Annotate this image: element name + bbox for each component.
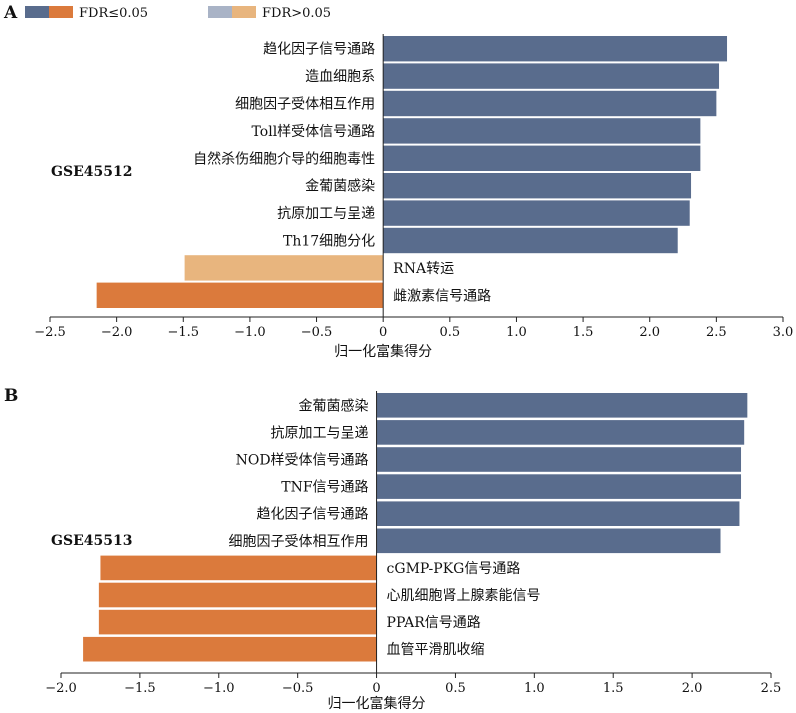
bar-label: Th17细胞分化 bbox=[283, 234, 375, 250]
bar bbox=[383, 200, 690, 226]
bar-label: 雌激素信号通路 bbox=[393, 287, 491, 304]
bar bbox=[383, 145, 701, 171]
bar bbox=[83, 636, 377, 662]
bar-label: 抗原加工与呈递 bbox=[277, 206, 375, 222]
x-tick-label: 2.5 bbox=[761, 681, 782, 696]
bar-label: cGMP-PKG信号通路 bbox=[387, 561, 521, 577]
bar-label: 自然杀伤细胞介导的细胞毒性 bbox=[193, 150, 375, 167]
x-tick-label: 1.0 bbox=[524, 681, 545, 696]
bar-label: Toll样受体信号通路 bbox=[252, 124, 376, 140]
x-tick-label: 0.5 bbox=[439, 325, 460, 340]
bar-label: 抗原加工与呈递 bbox=[271, 425, 369, 441]
x-tick-label: −0.5 bbox=[282, 681, 314, 696]
legend-swatch bbox=[208, 6, 232, 18]
bar-label: PPAR信号通路 bbox=[387, 615, 481, 631]
x-axis-title: 归一化富集得分 bbox=[328, 695, 426, 712]
bar bbox=[383, 118, 701, 144]
x-tick-label: −1.0 bbox=[234, 325, 266, 340]
bar-label: 细胞因子受体相互作用 bbox=[235, 97, 375, 113]
bar bbox=[383, 227, 678, 254]
x-tick-label: 2.0 bbox=[682, 681, 703, 696]
bar bbox=[376, 393, 748, 418]
panel-letter: A bbox=[3, 3, 18, 23]
legend-swatch bbox=[232, 6, 256, 18]
legend-label: FDR>0.05 bbox=[262, 6, 331, 21]
x-tick-label: −2.0 bbox=[45, 681, 77, 696]
bar bbox=[383, 173, 692, 199]
x-tick-label: 0.5 bbox=[445, 681, 466, 696]
bar bbox=[96, 282, 384, 308]
x-tick-label: 1.5 bbox=[573, 325, 594, 340]
bar-label: NOD样受体信号通路 bbox=[236, 453, 369, 469]
x-tick-label: 0 bbox=[372, 681, 380, 696]
bar bbox=[383, 63, 720, 89]
bar bbox=[376, 447, 742, 472]
x-tick-label: 0 bbox=[379, 325, 387, 340]
bar bbox=[376, 528, 721, 554]
dataset-label: GSE45512 bbox=[51, 164, 132, 180]
x-tick-label: −2.5 bbox=[34, 325, 66, 340]
bar bbox=[383, 36, 728, 62]
bar bbox=[98, 582, 377, 608]
panel-letter: B bbox=[4, 386, 18, 406]
bar-label: 血管平滑肌收缩 bbox=[387, 641, 485, 658]
legend-swatch bbox=[25, 6, 49, 18]
x-tick-label: −1.5 bbox=[124, 681, 156, 696]
bar bbox=[376, 474, 742, 499]
legend-swatch bbox=[49, 6, 73, 18]
x-tick-label: −0.5 bbox=[301, 325, 333, 340]
x-axis-title: 归一化富集得分 bbox=[334, 343, 432, 360]
bar-label: 金葡菌感染 bbox=[299, 397, 369, 414]
x-tick-label: −1.0 bbox=[203, 681, 235, 696]
bar-label: 金葡菌感染 bbox=[305, 178, 375, 195]
x-tick-label: 1.0 bbox=[506, 325, 527, 340]
bar bbox=[98, 609, 377, 635]
x-tick-label: −1.5 bbox=[167, 325, 199, 340]
bar bbox=[376, 420, 745, 445]
dataset-label: GSE45513 bbox=[51, 533, 132, 549]
x-tick-label: 2.5 bbox=[706, 325, 727, 340]
x-tick-label: 2.0 bbox=[639, 325, 660, 340]
x-tick-label: 3.0 bbox=[773, 325, 794, 340]
x-tick-label: −2.0 bbox=[101, 325, 133, 340]
bar-label: RNA转运 bbox=[393, 261, 454, 277]
bar-label: 造血细胞系 bbox=[305, 69, 375, 85]
bar-label: TNF信号通路 bbox=[281, 480, 368, 496]
legend: FDR≤0.05 FDR>0.05 bbox=[25, 6, 331, 21]
bar bbox=[184, 255, 384, 281]
bar-label: 趋化因子信号通路 bbox=[257, 507, 369, 523]
bar bbox=[383, 90, 717, 117]
x-tick-label: 1.5 bbox=[603, 681, 624, 696]
bar-label: 心肌细胞肾上腺素能信号 bbox=[387, 588, 541, 604]
bar-label: 细胞因子受体相互作用 bbox=[229, 534, 369, 550]
legend-label: FDR≤0.05 bbox=[79, 6, 148, 21]
bar-label: 趋化因子信号通路 bbox=[263, 42, 375, 58]
bar bbox=[376, 501, 740, 526]
bar bbox=[100, 555, 377, 581]
